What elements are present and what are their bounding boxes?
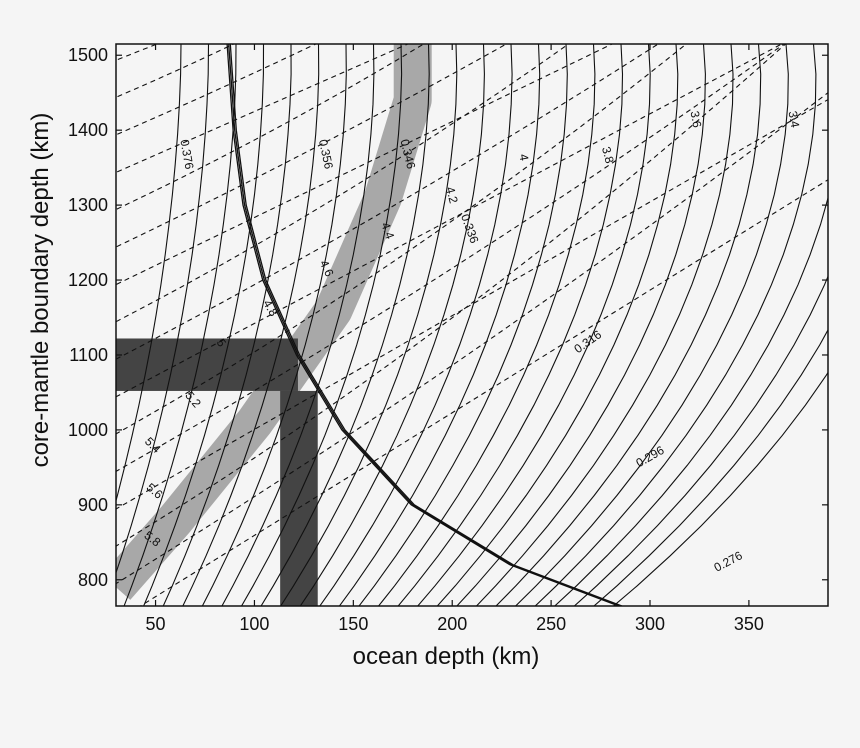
solid-contour-line <box>436 44 679 606</box>
solid-contour-line <box>514 44 789 606</box>
solid-contour-line <box>456 44 706 606</box>
solid-contour-line <box>397 44 624 606</box>
solid-contour-line <box>162 44 292 606</box>
dashed-contour-label: 0.356 <box>316 138 336 171</box>
solid-contour-line <box>534 44 817 606</box>
dashed-contour-line <box>116 44 688 435</box>
solid-contour-line <box>612 371 828 606</box>
y-tick-label: 1200 <box>68 270 108 290</box>
x-tick-label: 100 <box>239 614 269 634</box>
solid-contour-line <box>123 44 237 606</box>
dashed-contour-line <box>116 44 785 473</box>
solid-contour-label: 4 <box>516 153 531 162</box>
solid-contour-line <box>417 44 651 606</box>
solid-contour-line <box>358 44 568 606</box>
x-tick-label: 250 <box>536 614 566 634</box>
solid-contour-line <box>495 44 762 606</box>
x-tick-label: 150 <box>338 614 368 634</box>
dashed-contour-line <box>116 44 410 174</box>
solid-contour-line <box>475 44 734 606</box>
dark-band-vertical <box>280 390 318 606</box>
y-axis-label: core-mantle boundary depth (km) <box>27 113 54 468</box>
solid-contour-line <box>260 44 430 606</box>
x-tick-label: 200 <box>437 614 467 634</box>
solid-contour-line <box>593 328 828 606</box>
solid-contour-label: 4.4 <box>378 220 397 241</box>
solid-contour-label: 3.6 <box>688 110 705 129</box>
solid-contour-line <box>116 44 182 503</box>
dashed-contour-line <box>139 179 828 606</box>
y-tick-label: 900 <box>78 495 108 515</box>
dashed-contour-line <box>116 44 614 286</box>
solid-contour-line <box>221 44 375 606</box>
dashed-contour-line <box>116 44 783 398</box>
solid-contour-line <box>553 196 828 606</box>
solid-contour-line <box>280 44 458 606</box>
solid-contour-line <box>319 44 513 606</box>
dashed-contour-line <box>116 44 787 547</box>
solid-contour-line <box>377 44 596 606</box>
y-tick-label: 1300 <box>68 195 108 215</box>
dashed-contour-line <box>116 92 828 585</box>
dashed-contour-line <box>116 44 318 136</box>
thick-curve-line <box>228 44 621 606</box>
y-tick-label: 1100 <box>69 345 108 365</box>
y-tick-label: 800 <box>78 570 108 590</box>
dashed-contour-label: 0.376 <box>177 138 196 170</box>
dashed-contour-line <box>116 98 828 510</box>
solid-contour-line <box>338 44 541 606</box>
dashed-contour-line <box>116 44 425 211</box>
thick-curve-line <box>229 44 623 606</box>
dark-band-horizontal <box>116 338 298 391</box>
light-band <box>116 44 432 600</box>
solid-contour-label: 3.4 <box>786 110 803 129</box>
solid-contour-label: 4.6 <box>317 258 337 279</box>
dashed-contour-line <box>116 44 570 323</box>
x-axis-label: ocean depth (km) <box>353 643 540 670</box>
y-tick-label: 1400 <box>68 120 108 140</box>
solid-contour-line <box>182 44 320 606</box>
solid-contour-line <box>201 44 347 606</box>
y-tick-label: 1500 <box>68 45 108 65</box>
thick-curve-line <box>226 44 619 606</box>
plot-background <box>116 44 828 606</box>
solid-contour-line <box>573 274 828 606</box>
solid-contour-line <box>299 44 485 606</box>
solid-contour-line <box>116 44 210 575</box>
dashed-contour-line <box>116 44 235 98</box>
x-tick-label: 300 <box>635 614 665 634</box>
solid-contour-label: 4.2 <box>443 185 461 205</box>
y-tick-label: 1000 <box>68 420 108 440</box>
solid-contour-line <box>143 44 265 606</box>
solid-contour-line <box>240 44 403 606</box>
solid-contour-label: 3.8 <box>599 145 617 165</box>
dashed-contour-line <box>116 44 508 248</box>
x-tick-label: 50 <box>146 614 166 634</box>
plot-frame <box>115 43 829 607</box>
x-tick-label: 350 <box>734 614 764 634</box>
